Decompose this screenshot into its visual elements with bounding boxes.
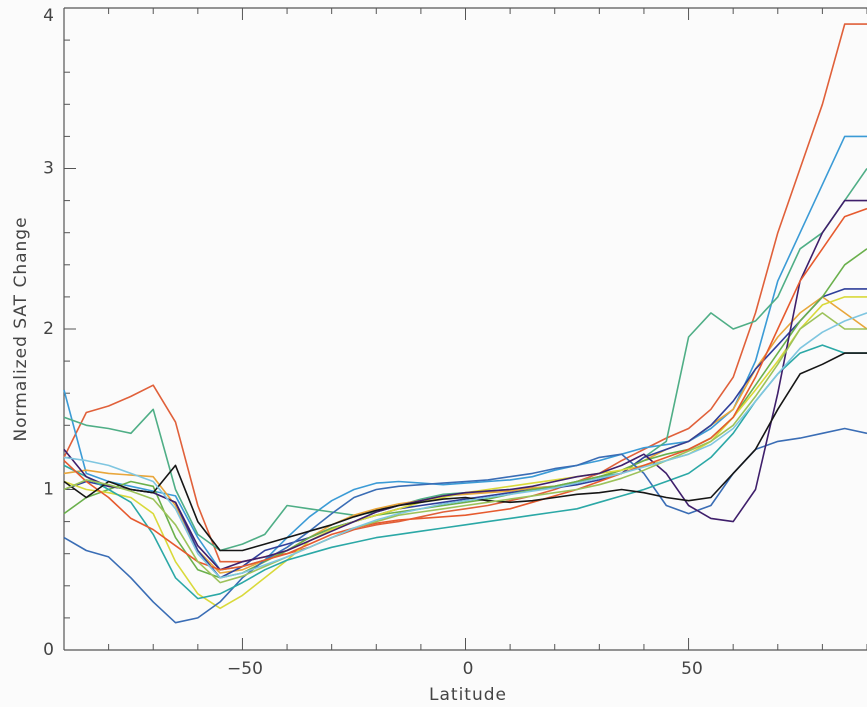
y-tick-label: 3 xyxy=(43,159,54,179)
series-line-10 xyxy=(63,199,867,571)
y-tick-label: 1 xyxy=(43,480,54,500)
y-tick-label: 2 xyxy=(43,319,54,339)
series-line-14 xyxy=(63,312,867,579)
y-tick-label: 0 xyxy=(43,640,54,660)
series-line-9 xyxy=(63,344,867,600)
series-line-12 xyxy=(63,352,867,552)
x-tick-label: 50 xyxy=(681,659,703,679)
series-line-11 xyxy=(63,207,867,571)
y-axis-title: Normalized SAT Change xyxy=(11,216,31,441)
series-line-5 xyxy=(63,288,867,579)
minor-ticks xyxy=(63,7,867,651)
x-axis-title: Latitude xyxy=(429,685,507,705)
y-tick-label: 4 xyxy=(43,6,54,26)
x-tick-label: 0 xyxy=(463,659,474,679)
x-tick-label: −50 xyxy=(227,659,263,679)
y-ticks: 0 1 2 3 4 xyxy=(43,6,54,660)
plot-area xyxy=(63,7,867,651)
series-line-1 xyxy=(63,23,867,563)
series-group xyxy=(63,23,867,624)
series-line-13 xyxy=(63,312,867,584)
x-ticks: −50 0 50 xyxy=(227,659,703,679)
